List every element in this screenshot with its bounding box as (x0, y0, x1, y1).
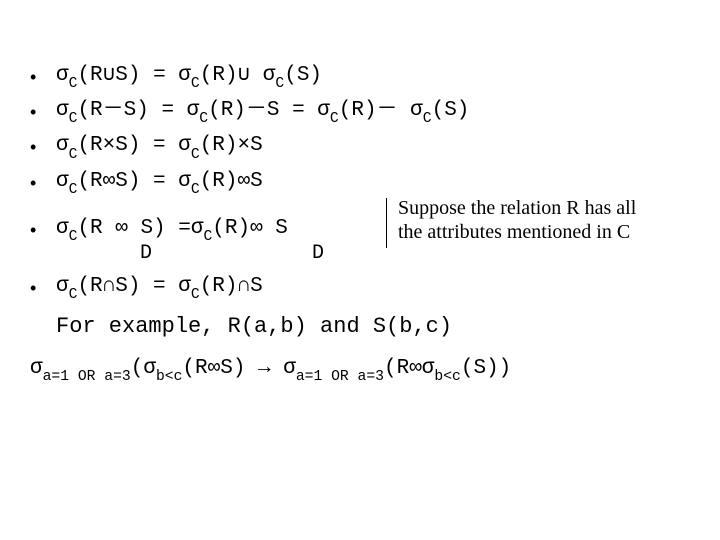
bullet: • (30, 95, 56, 126)
expr-1: σC(R∪S) = σC(R)∪ σC(S) (56, 60, 322, 93)
expr-5: σC(R ∞ S) =σC(R)∞ S D D (56, 213, 288, 246)
bullet-row-4: • σC(R∞S) = σC(R)∞S (30, 166, 700, 199)
semi-d-2: D (312, 239, 324, 269)
annotation-divider (386, 198, 387, 248)
last-expression: σa=1 OR a=3(σb<c(R∞S) → σa=1 OR a=3(R∞σb… (30, 353, 700, 386)
bullet-row-3: • σC(R×S) = σC(R)×S (30, 130, 700, 163)
bullet-row-1: • σC(R∪S) = σC(R)∪ σC(S) (30, 60, 700, 93)
bullet: • (30, 271, 56, 302)
expr-6: σC(R∩S) = σC(R)∩S (56, 271, 263, 304)
bullet-row-2: • σC(R－S) = σC(R)－S = σC(R)－ σC(S) (30, 95, 700, 128)
annotation-line-2: the attributes mentioned in C (398, 220, 636, 244)
expr-4: σC(R∞S) = σC(R)∞S (56, 166, 263, 199)
bullet: • (30, 166, 56, 197)
example-text: For example, R(a,b) and S(b,c) (56, 310, 700, 343)
semi-d-1: D (140, 239, 152, 269)
bullet: • (30, 213, 56, 244)
annotation-line-1: Suppose the relation R has all (398, 196, 636, 220)
expr-3: σC(R×S) = σC(R)×S (56, 130, 263, 163)
annotation-text: Suppose the relation R has all the attri… (390, 196, 636, 244)
bullet: • (30, 60, 56, 91)
expr-2: σC(R－S) = σC(R)－S = σC(R)－ σC(S) (56, 95, 469, 128)
bullet-row-6: • σC(R∩S) = σC(R)∩S (30, 271, 700, 304)
bullet: • (30, 130, 56, 161)
